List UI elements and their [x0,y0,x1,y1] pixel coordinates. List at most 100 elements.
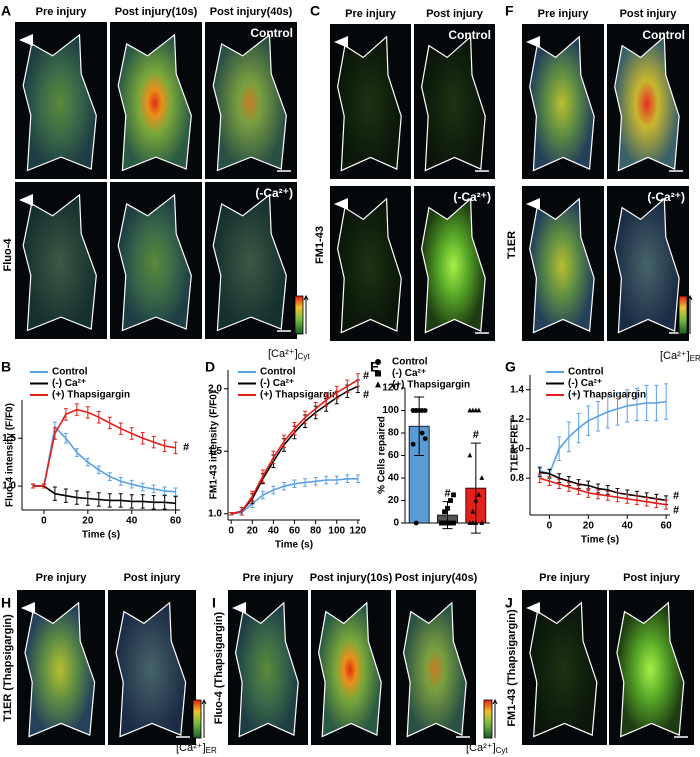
cell-outline [420,197,486,334]
row-label: FM1-43 [314,226,326,264]
error-bar [173,496,178,511]
series-line [539,400,667,475]
data-point [413,520,419,526]
y-axis-label: FM1-43 intensity (F/F0) [209,391,220,499]
panel-letter: E [370,359,379,375]
column-header: Post injury(10s) [115,6,198,18]
colorbar-label: [Ca²⁺]ER [660,350,700,363]
significance-mark: # [183,442,189,454]
injury-arrowhead [334,198,348,210]
data-point [479,475,485,480]
condition-label: Control [642,28,685,42]
legend-label: (+) Thapsigargin [52,390,130,401]
injury-arrowhead [232,602,246,614]
y-tick-label: 1.5 [208,446,222,457]
column-header: Post injury [623,572,681,584]
y-tick-label: 40 [388,473,400,484]
column-header: Pre injury [36,572,88,584]
y-tick-label: 1.0 [510,443,524,454]
colorbar-label-main: [Ca²⁺] [660,350,690,362]
legend-label: (-) Ca²⁺ [392,368,426,379]
panel-letter: F [505,3,514,19]
column-header: Post injury [124,572,182,584]
x-tick-label: 20 [583,521,595,532]
cell-outline [616,601,685,738]
panel-letter: I [212,595,216,611]
data-point [470,520,476,525]
cell-outline [336,35,402,172]
x-axis-label: Time (s) [82,530,120,541]
column-header: Post injury(10s) [310,572,393,584]
cell-outline [212,193,287,332]
y-tick-label: 20 [388,495,400,506]
row-label: Fluo-4 [2,238,14,272]
data-point [473,407,479,413]
legend-label: Control [260,367,296,378]
panel-letter: G [505,359,516,375]
cell-outline [234,601,299,738]
x-tick-label: 0 [228,526,234,537]
cell-outline [529,601,598,738]
column-header: Pre injury [36,6,88,18]
colorbar-label: [Ca²⁺]ER [176,742,217,755]
data-point [476,407,482,413]
y-tick-label: 1.5 [2,433,16,444]
y-tick-label: 0.8 [510,473,524,484]
x-tick-label: 100 [328,526,345,537]
legend-marker [375,370,381,377]
significance-mark: # [673,490,679,502]
cell-outline [529,35,595,172]
colorbar-label: [Ca²⁺]Cyt [466,742,508,755]
error-bar [470,442,481,534]
cell-outline [22,193,97,332]
data-point [451,492,456,498]
data-point [419,430,425,436]
data-point [470,508,476,514]
row-label: Fluo-4 (Thapsigargin) [213,611,225,724]
x-axis-label: Time (s) [581,535,619,546]
cell-outline [420,35,486,172]
data-point [442,509,447,515]
x-tick-label: 60 [661,521,673,532]
cell-outline [22,33,97,172]
y-tick-label: 80 [388,428,400,439]
row-label: T1ER (Thapsigargin) [2,614,14,722]
panel-letter: J [505,595,513,611]
y-tick-label: 60 [388,450,400,461]
data-point [467,407,473,413]
significance-mark: # [673,505,679,517]
colorbar-label: [Ca²⁺]Cyt [268,348,310,361]
condition-label: (-Ca²⁺) [453,190,491,204]
significance-mark: # [363,389,369,401]
legend-marker [375,359,381,365]
panel-letter: C [310,3,320,19]
colorbar [483,699,493,739]
series-line [33,485,176,505]
x-tick-label: 40 [268,526,280,537]
colorbar-arrow [492,698,498,738]
y-tick-label: 1.2 [510,414,524,425]
column-header: Post injury [620,8,678,20]
legend-label: (-) Ca²⁺ [260,378,294,389]
panel-letter: D [205,359,215,375]
data-point [476,491,482,497]
series-line [33,408,176,487]
y-tick-label: 0 [393,518,399,529]
legend-marker [375,381,381,388]
condition-label: Control [448,28,491,42]
legend-label: Control [392,357,428,368]
cell-outline [117,33,192,172]
colorbar-arrow [303,294,309,334]
panel-letter: H [1,595,11,611]
significance-mark: # [473,429,479,441]
error-bar [414,396,425,456]
colorbar [678,295,688,335]
x-tick-label: 40 [126,516,138,527]
colorbar-label-sub: Cyt [496,746,509,755]
colorbar [192,699,202,739]
cell-outline [402,601,467,738]
y-tick-label: 120 [382,383,399,394]
data-point [473,520,479,525]
x-tick-label: 0 [41,516,47,527]
